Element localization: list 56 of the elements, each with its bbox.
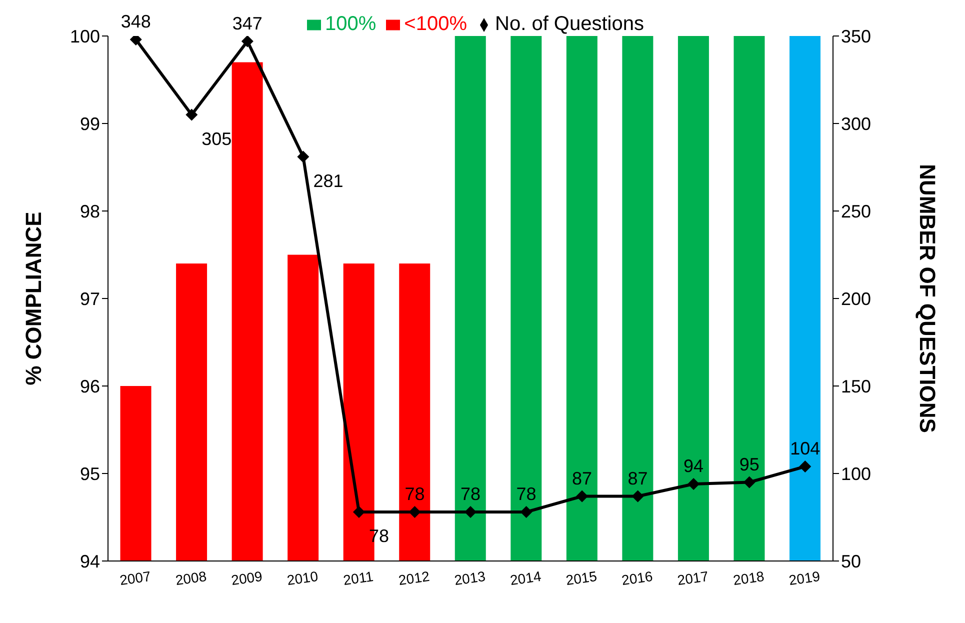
x-tick-label: 2014 <box>509 568 542 588</box>
x-tick-label: 2016 <box>620 568 654 588</box>
data-label: 348 <box>120 12 151 32</box>
y-tick-label: 96 <box>80 376 100 396</box>
y2-tick-label: 200 <box>841 288 872 309</box>
point <box>632 490 644 502</box>
x-tick-label: 2015 <box>564 568 598 588</box>
data-label: 78 <box>404 484 425 504</box>
data-label: 87 <box>628 468 648 488</box>
point <box>520 506 532 518</box>
legend-label: <100% <box>404 13 468 35</box>
data-label: 104 <box>790 438 820 458</box>
y2-tick-label: 250 <box>841 201 872 222</box>
data-label: 94 <box>684 456 704 476</box>
data-label: 281 <box>313 170 344 191</box>
point <box>408 506 421 518</box>
y-tick-label: 98 <box>80 201 100 222</box>
y2-tick-label: 350 <box>841 26 872 46</box>
data-label: 78 <box>516 484 536 504</box>
y2-tick-label: 100 <box>841 464 872 484</box>
x-tick-label: 2008 <box>174 568 208 588</box>
y-tick-label: 99 <box>80 114 100 134</box>
x-tick-label: 2017 <box>676 568 710 588</box>
x-tick-label: 2018 <box>732 568 766 588</box>
data-label: 78 <box>460 484 481 504</box>
data-label: 305 <box>202 128 232 149</box>
y-tick-label: 97 <box>80 288 100 309</box>
point <box>352 506 365 518</box>
x-tick-label: 2019 <box>788 568 822 588</box>
x-tick-label: 2011 <box>342 568 374 588</box>
data-label: 87 <box>572 468 592 488</box>
x-tick-label: 2012 <box>397 568 431 588</box>
point <box>464 506 476 518</box>
data-label: 347 <box>232 13 262 34</box>
y-tick-label: 94 <box>80 551 100 572</box>
data-label: 95 <box>739 454 760 474</box>
y2-axis-title: NUMBER OF QUESTIONS <box>915 164 940 433</box>
point <box>799 460 812 472</box>
y-tick-label: 95 <box>80 464 100 484</box>
y2-tick-label: 50 <box>841 551 862 572</box>
point <box>688 478 700 490</box>
point <box>186 108 198 121</box>
point <box>743 476 756 488</box>
y-tick-label: 100 <box>70 26 100 46</box>
point <box>241 36 254 48</box>
legend-label: 100% <box>325 13 376 35</box>
legend-label: No. of Questions <box>495 13 644 35</box>
point <box>297 150 310 163</box>
y-axis-title: % COMPLIANCE <box>20 212 46 386</box>
y2-tick-label: 300 <box>841 114 872 134</box>
x-tick-label: 2013 <box>453 568 487 588</box>
x-tick-label: 2009 <box>230 568 264 588</box>
x-tick-label: 2010 <box>286 568 320 588</box>
x-tick-label: 2007 <box>118 568 152 588</box>
point <box>576 490 588 502</box>
y2-tick-label: 150 <box>841 376 872 396</box>
